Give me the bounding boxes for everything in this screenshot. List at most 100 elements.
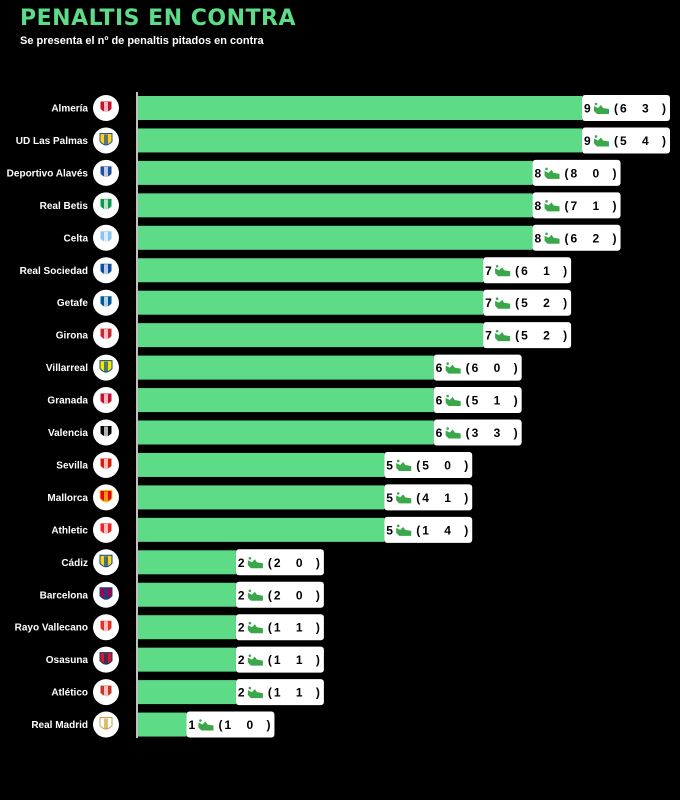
breakdown-close-paren: ) bbox=[613, 166, 617, 180]
bar bbox=[138, 355, 434, 380]
breakdown-value-b: 0 bbox=[296, 556, 303, 570]
penalty-icon bbox=[247, 589, 263, 601]
breakdown-open-paren: ( bbox=[416, 491, 420, 505]
value-label: 9 bbox=[584, 102, 591, 116]
breakdown-value-b: 1 bbox=[593, 199, 600, 213]
bar bbox=[138, 452, 385, 477]
breakdown-open-paren: ( bbox=[565, 166, 569, 180]
value-box: 2(2 0) bbox=[235, 581, 324, 608]
value-label: 5 bbox=[386, 523, 393, 537]
breakdown-close-paren: ) bbox=[514, 426, 518, 440]
value-box: 2(2 0) bbox=[235, 549, 324, 576]
bar-row: Valencia 6 (3 3) bbox=[48, 419, 522, 446]
penalty-icon bbox=[495, 297, 511, 309]
value-box: 8(8 0) bbox=[532, 159, 621, 186]
bar-row: Almería 9 (6 3) bbox=[51, 95, 670, 121]
bar bbox=[138, 517, 385, 542]
team-label: Getafe bbox=[57, 298, 89, 309]
team-label: Real Sociedad bbox=[20, 266, 88, 277]
breakdown-open-paren: ( bbox=[515, 329, 519, 343]
breakdown-close-paren: ) bbox=[613, 231, 617, 245]
team-crest-icon bbox=[93, 257, 119, 284]
breakdown-open-paren: ( bbox=[614, 102, 618, 116]
breakdown-open-paren: ( bbox=[515, 296, 519, 310]
bar bbox=[138, 582, 236, 607]
breakdown-value-a: 5 bbox=[521, 329, 528, 343]
breakdown-value-b: 0 bbox=[246, 718, 253, 732]
value-box: 6(6 0) bbox=[433, 354, 522, 381]
team-crest-icon bbox=[93, 516, 119, 543]
value-box: 6 (5 1) bbox=[433, 387, 522, 414]
team-label: Mallorca bbox=[47, 493, 88, 504]
breakdown-value-a: 6 bbox=[472, 361, 479, 375]
penalty-icon bbox=[495, 264, 511, 277]
breakdown-open-paren: ( bbox=[565, 199, 569, 213]
value-label: 2 bbox=[238, 653, 245, 667]
breakdown-value-a: 1 bbox=[274, 686, 281, 700]
team-label: Athletic bbox=[51, 525, 88, 536]
breakdown-close-paren: ) bbox=[662, 134, 666, 148]
team-crest-icon bbox=[93, 289, 119, 316]
value-label: 8 bbox=[535, 166, 542, 180]
breakdown-value-a: 6 bbox=[620, 102, 627, 116]
value-box: 1(1 0) bbox=[186, 711, 275, 738]
breakdown-close-paren: ) bbox=[563, 296, 567, 310]
breakdown-value-b: 1 bbox=[543, 264, 550, 278]
breakdown-close-paren: ) bbox=[464, 458, 468, 472]
penalty-icon bbox=[445, 362, 461, 374]
value-label: 2 bbox=[238, 686, 245, 700]
breakdown-close-paren: ) bbox=[662, 102, 666, 116]
bar bbox=[138, 96, 582, 120]
breakdown-close-paren: ) bbox=[514, 394, 518, 408]
team-label: Granada bbox=[47, 396, 88, 407]
penalty-icon bbox=[247, 621, 263, 634]
breakdown-value-a: 1 bbox=[274, 653, 281, 667]
breakdown-value-b: 1 bbox=[296, 686, 303, 700]
breakdown-value-b: 3 bbox=[642, 102, 649, 116]
bar bbox=[138, 225, 533, 250]
breakdown-open-paren: ( bbox=[416, 523, 420, 537]
value-box: 8 (6 2) bbox=[532, 224, 621, 251]
breakdown-value-a: 2 bbox=[274, 588, 281, 602]
bar-row: Atlético 2 (1 1) bbox=[51, 679, 324, 706]
bar-row: Granada 6 (5 1) bbox=[47, 387, 522, 414]
team-label: UD Las Palmas bbox=[16, 136, 89, 147]
penalty-icon bbox=[445, 394, 461, 407]
penalty-icon bbox=[396, 492, 412, 504]
bar bbox=[138, 160, 533, 185]
breakdown-open-paren: ( bbox=[268, 621, 272, 635]
bar bbox=[138, 550, 236, 575]
breakdown-value-a: 6 bbox=[521, 264, 528, 278]
breakdown-open-paren: ( bbox=[515, 264, 519, 278]
breakdown-open-paren: ( bbox=[268, 556, 272, 570]
value-label: 8 bbox=[535, 231, 542, 245]
bar-row: Real Madrid 1(1 0) bbox=[31, 711, 275, 738]
team-crest-icon bbox=[93, 354, 119, 381]
team-crest-icon bbox=[93, 387, 119, 414]
team-label: Atlético bbox=[51, 688, 88, 699]
penalty-icon bbox=[544, 200, 560, 212]
penalty-icon bbox=[594, 102, 609, 114]
breakdown-open-paren: ( bbox=[614, 134, 618, 148]
breakdown-open-paren: ( bbox=[466, 394, 470, 408]
value-label: 8 bbox=[535, 199, 542, 213]
team-label: Valencia bbox=[48, 428, 88, 439]
breakdown-value-b: 0 bbox=[593, 166, 600, 180]
team-label: Celta bbox=[64, 233, 89, 244]
team-label: Real Betis bbox=[40, 201, 89, 212]
bar-row: Rayo Vallecano 2 (1 1) bbox=[15, 614, 324, 641]
chart-title: PENALTIS EN CONTRA bbox=[20, 6, 296, 31]
team-crest-icon bbox=[93, 646, 119, 673]
breakdown-open-paren: ( bbox=[565, 231, 569, 245]
penalty-icon bbox=[247, 686, 263, 699]
breakdown-value-b: 0 bbox=[494, 361, 501, 375]
breakdown-value-a: 8 bbox=[571, 166, 578, 180]
team-label: Real Madrid bbox=[31, 720, 88, 731]
chart-subtitle: Se presenta el nº de penaltis pitados en… bbox=[20, 35, 264, 47]
breakdown-value-a: 1 bbox=[274, 621, 281, 635]
team-label: Almería bbox=[51, 104, 88, 115]
value-label: 5 bbox=[386, 491, 393, 505]
bar-row: Sevilla 5(5 0) bbox=[56, 451, 473, 478]
team-crest-icon bbox=[93, 711, 119, 738]
breakdown-value-b: 4 bbox=[642, 134, 649, 148]
